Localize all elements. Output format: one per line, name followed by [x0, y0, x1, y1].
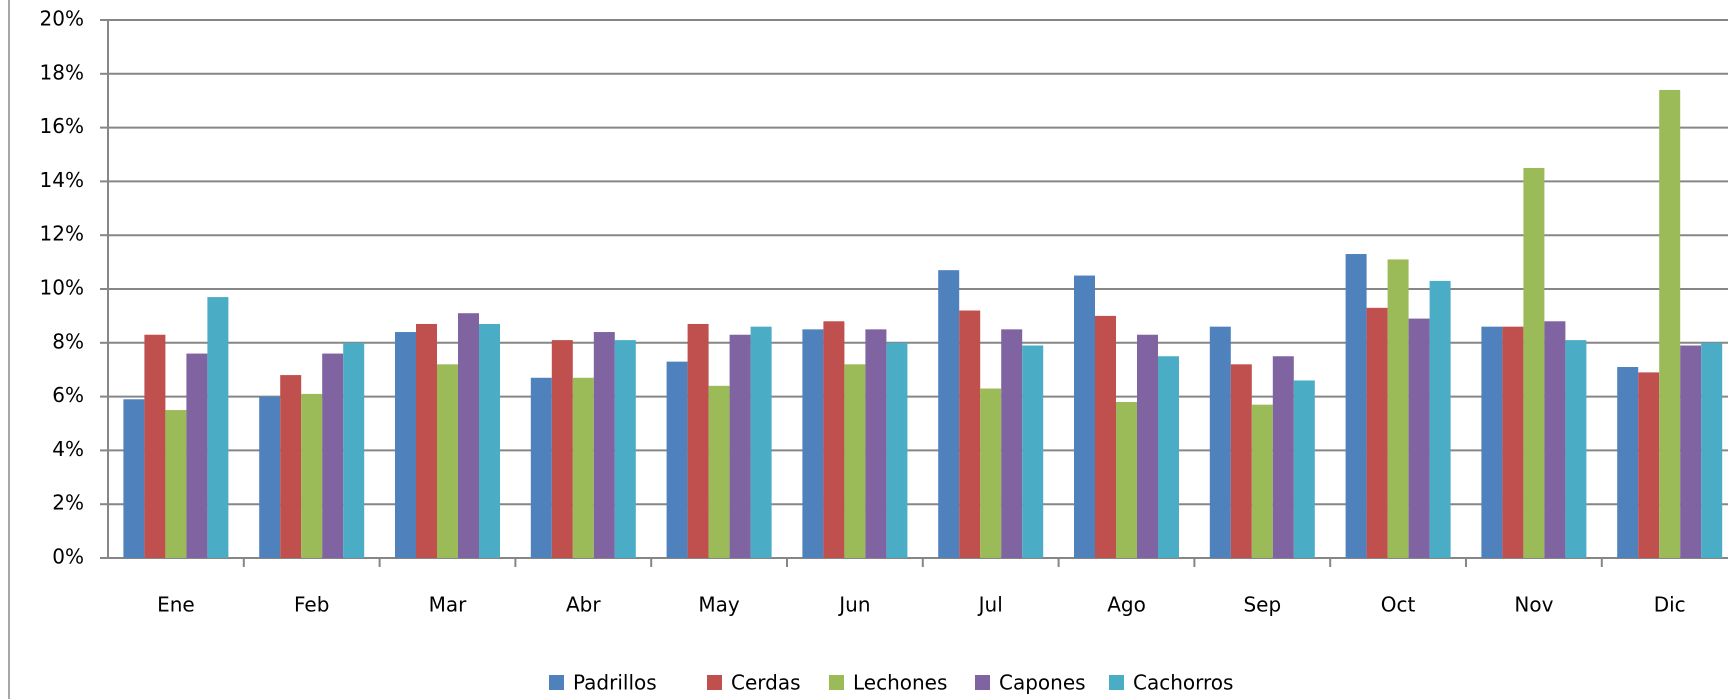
- bar: [1544, 321, 1566, 558]
- bar: [572, 377, 594, 558]
- bar: [343, 342, 365, 558]
- bar: [530, 377, 552, 558]
- y-tick-label: 12%: [40, 222, 84, 246]
- bar: [1272, 356, 1294, 558]
- bar: [1116, 401, 1137, 558]
- legend-swatch: [829, 675, 844, 690]
- y-tick-label: 16%: [40, 114, 84, 138]
- legend-swatch: [975, 675, 990, 690]
- bar: [458, 313, 479, 558]
- legend-label: Cerdas: [731, 671, 801, 695]
- x-tick-label: Sep: [1243, 593, 1281, 617]
- bar: [823, 321, 845, 558]
- bar: [280, 375, 302, 558]
- legend-swatch: [1109, 675, 1124, 690]
- bar: [186, 353, 208, 558]
- bar: [1158, 356, 1179, 558]
- bar: [1293, 380, 1315, 558]
- bar: [1659, 89, 1681, 558]
- y-tick-label: 14%: [40, 168, 84, 192]
- bar: [207, 297, 229, 558]
- bar: [938, 270, 960, 558]
- bar: [123, 399, 145, 558]
- legend-label: Cachorros: [1133, 671, 1233, 695]
- x-tick-label: Nov: [1514, 593, 1553, 617]
- bar: [1251, 404, 1273, 558]
- y-tick-label: 8%: [52, 329, 84, 353]
- x-tick-label: May: [698, 593, 740, 617]
- x-tick-label: Jul: [977, 593, 1003, 617]
- bar: [708, 385, 730, 558]
- bar: [395, 332, 416, 558]
- bar: [1209, 326, 1231, 558]
- legend-label: Padrillos: [573, 671, 657, 695]
- y-tick-label: 20%: [40, 7, 84, 31]
- y-tick-label: 6%: [52, 383, 84, 407]
- x-tick-label: Abr: [566, 593, 601, 617]
- bar: [437, 364, 458, 558]
- legend-label: Capones: [999, 671, 1086, 695]
- x-tick-label: Mar: [429, 593, 468, 617]
- bar: [416, 323, 437, 558]
- x-tick-label: Ene: [157, 593, 195, 617]
- bar: [322, 353, 344, 558]
- y-tick-label: 10%: [40, 276, 84, 300]
- bar: [687, 323, 709, 558]
- bar: [1481, 326, 1503, 558]
- x-tick-label: Oct: [1381, 593, 1416, 617]
- bar: [1638, 372, 1660, 558]
- y-tick-label: 2%: [52, 491, 84, 515]
- bar: [1502, 326, 1524, 558]
- bar: [1137, 334, 1158, 558]
- bar: [1366, 307, 1388, 558]
- bar: [729, 334, 751, 558]
- bar: [1701, 342, 1723, 558]
- bar: [1408, 318, 1430, 558]
- bar: [980, 388, 1002, 558]
- y-tick-label: 0%: [52, 545, 84, 569]
- bar: [1345, 254, 1367, 558]
- legend-swatch: [549, 675, 564, 690]
- bar: [802, 329, 824, 558]
- bar: [666, 361, 688, 558]
- legend-label: Lechones: [853, 671, 947, 695]
- x-tick-label: Ago: [1107, 593, 1146, 617]
- bar: [165, 410, 187, 558]
- bar: [1022, 345, 1044, 558]
- bar: [1230, 364, 1252, 558]
- bar: [1387, 259, 1409, 558]
- bar: [750, 326, 772, 558]
- bar: [301, 393, 323, 558]
- bar: [1680, 345, 1702, 558]
- bar: [959, 310, 981, 558]
- bar: [551, 340, 573, 558]
- bar: [1095, 315, 1116, 558]
- bar: [479, 323, 500, 558]
- bar: [844, 364, 866, 558]
- y-tick-label: 18%: [40, 60, 84, 84]
- bar: [1523, 167, 1545, 558]
- bar: [259, 396, 281, 558]
- bar: [1429, 280, 1451, 558]
- bar: [593, 332, 615, 558]
- bar: [865, 329, 887, 558]
- bar: [1074, 275, 1095, 558]
- bar: [1617, 367, 1639, 558]
- x-tick-label: Jun: [837, 593, 870, 617]
- legend-swatch: [707, 675, 722, 690]
- bar: [614, 340, 636, 558]
- y-tick-label: 4%: [52, 437, 84, 461]
- x-tick-label: Feb: [294, 593, 329, 617]
- bar: [1001, 329, 1023, 558]
- x-tick-label: Dic: [1654, 593, 1686, 617]
- bar: [144, 334, 166, 558]
- bar: [886, 342, 908, 558]
- bar: [1565, 340, 1587, 558]
